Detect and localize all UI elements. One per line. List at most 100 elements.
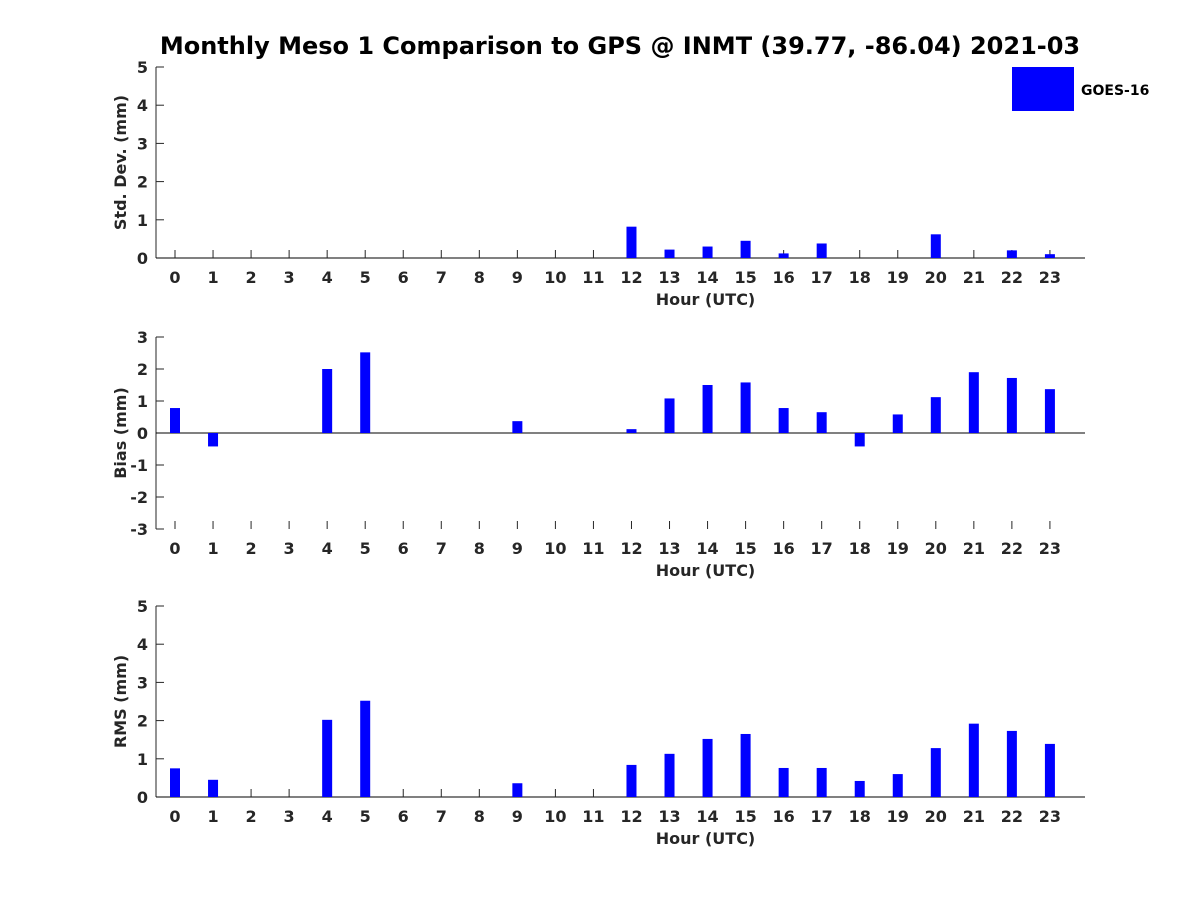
- x-tick-label: 0: [169, 539, 180, 558]
- bar-hour-17: [816, 767, 827, 797]
- bar-hour-12: [626, 429, 637, 433]
- x-tick-label: 14: [696, 539, 718, 558]
- x-tick-label: 6: [398, 539, 409, 558]
- x-tick-label: 18: [849, 268, 871, 287]
- y-tick-label: 2: [137, 173, 148, 192]
- x-tick-label: 19: [887, 807, 909, 826]
- bar-hour-23: [1044, 389, 1055, 433]
- bar-hour-21: [968, 372, 979, 433]
- x-tick-label: 16: [773, 268, 795, 287]
- y-axis-label: RMS (mm): [111, 655, 130, 748]
- bar-hour-12: [626, 226, 637, 258]
- bar-hour-0: [170, 768, 180, 797]
- bar-hour-17: [816, 243, 827, 258]
- x-tick-label: 20: [925, 539, 947, 558]
- bar-hour-22: [1006, 730, 1017, 797]
- y-tick-label: -3: [130, 520, 148, 539]
- y-tick-label: 0: [137, 788, 148, 807]
- y-tick-label: 1: [137, 211, 148, 230]
- x-tick-label: 2: [246, 268, 257, 287]
- x-tick-label: 9: [512, 268, 523, 287]
- bar-hour-20: [930, 748, 941, 797]
- x-tick-label: 3: [284, 539, 295, 558]
- bar-hour-18: [854, 780, 865, 797]
- bar-hour-5: [360, 352, 371, 433]
- x-tick-label: 23: [1039, 268, 1061, 287]
- x-tick-label: 10: [544, 268, 566, 287]
- x-tick-label: 5: [360, 268, 371, 287]
- x-axis-label: Hour (UTC): [656, 561, 756, 580]
- y-tick-label: 3: [137, 673, 148, 692]
- bar-hour-16: [778, 408, 789, 433]
- bar-hour-12: [626, 764, 637, 797]
- bar-hour-9: [512, 421, 523, 433]
- chart-title: Monthly Meso 1 Comparison to GPS @ INMT …: [160, 32, 1080, 60]
- x-tick-label: 19: [887, 539, 909, 558]
- bar-hour-15: [740, 382, 751, 433]
- y-tick-label: -1: [130, 456, 148, 475]
- bar-hour-1: [208, 433, 219, 447]
- x-tick-label: 13: [658, 807, 680, 826]
- x-tick-label: 14: [696, 807, 718, 826]
- y-tick-label: 2: [137, 360, 148, 379]
- y-axis-label: Bias (mm): [111, 387, 130, 479]
- bar-hour-4: [322, 719, 333, 797]
- y-tick-label: 4: [137, 635, 148, 654]
- y-tick-label: 0: [137, 249, 148, 268]
- x-tick-label: 0: [169, 807, 180, 826]
- x-tick-label: 17: [811, 268, 833, 287]
- bar-hour-23: [1044, 254, 1055, 258]
- x-tick-label: 10: [544, 807, 566, 826]
- x-tick-label: 21: [963, 807, 985, 826]
- x-tick-label: 2: [246, 807, 257, 826]
- x-tick-label: 16: [773, 807, 795, 826]
- x-tick-label: 17: [811, 539, 833, 558]
- x-tick-label: 9: [512, 807, 523, 826]
- bar-hour-15: [740, 240, 751, 258]
- bar-hour-14: [702, 738, 713, 797]
- bar-hour-16: [778, 253, 789, 258]
- x-tick-label: 22: [1001, 539, 1023, 558]
- bar-hour-20: [930, 234, 941, 258]
- bar-hour-16: [778, 767, 789, 797]
- x-tick-label: 18: [849, 539, 871, 558]
- y-tick-label: 5: [137, 58, 148, 77]
- x-tick-label: 16: [773, 539, 795, 558]
- bar-hour-22: [1006, 250, 1017, 258]
- x-axis-label: Hour (UTC): [656, 290, 756, 309]
- bar-hour-0: [170, 408, 180, 433]
- x-tick-label: 11: [582, 268, 604, 287]
- x-tick-label: 7: [436, 807, 447, 826]
- y-tick-label: 4: [137, 96, 148, 115]
- x-tick-label: 4: [322, 539, 333, 558]
- x-tick-label: 5: [360, 807, 371, 826]
- x-tick-label: 8: [474, 268, 485, 287]
- bar-hour-20: [930, 397, 941, 433]
- x-tick-label: 10: [544, 539, 566, 558]
- x-tick-label: 13: [658, 539, 680, 558]
- x-tick-label: 12: [620, 539, 642, 558]
- bar-hour-13: [664, 249, 675, 258]
- x-tick-label: 7: [436, 539, 447, 558]
- y-tick-label: -2: [130, 488, 148, 507]
- y-tick-label: 3: [137, 328, 148, 347]
- x-tick-label: 1: [207, 539, 218, 558]
- bar-hour-14: [702, 246, 713, 258]
- bar-hour-22: [1006, 377, 1017, 433]
- x-tick-label: 21: [963, 268, 985, 287]
- x-tick-label: 22: [1001, 807, 1023, 826]
- y-tick-label: 3: [137, 134, 148, 153]
- x-tick-label: 22: [1001, 268, 1023, 287]
- bar-hour-5: [360, 700, 371, 797]
- x-tick-label: 11: [582, 539, 604, 558]
- bar-hour-19: [892, 774, 903, 797]
- y-tick-label: 1: [137, 392, 148, 411]
- bar-hour-1: [208, 779, 219, 797]
- x-tick-label: 4: [322, 807, 333, 826]
- x-tick-label: 12: [620, 807, 642, 826]
- x-tick-label: 13: [658, 268, 680, 287]
- bar-hour-18: [854, 433, 865, 447]
- x-tick-label: 5: [360, 539, 371, 558]
